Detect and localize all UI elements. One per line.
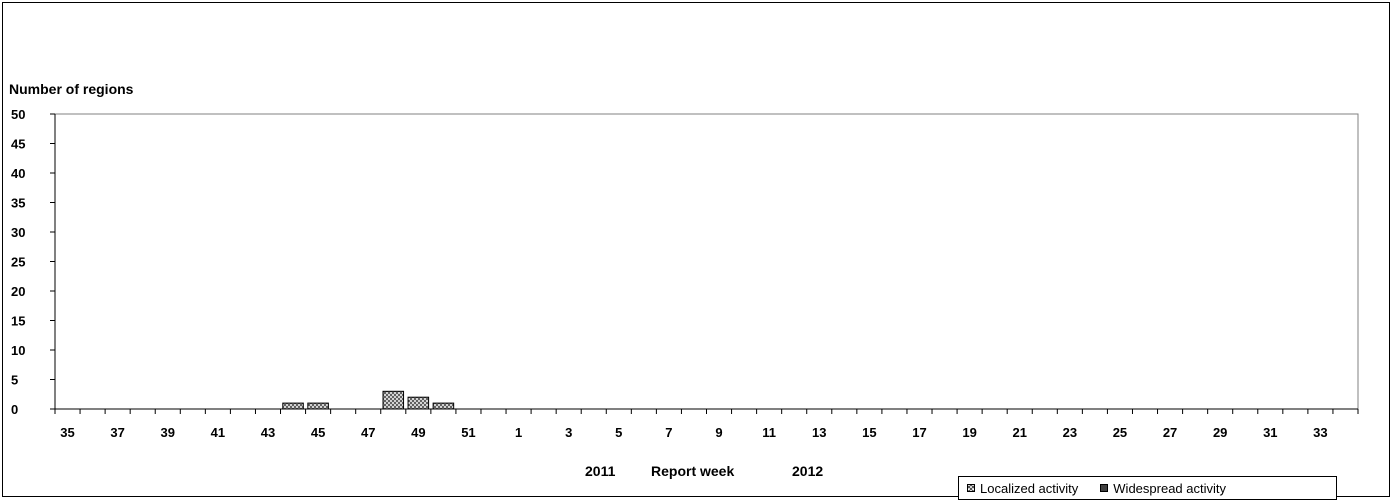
x-tick-label-1: 1 [515, 425, 522, 440]
y-tick-label-35: 35 [11, 196, 25, 211]
y-tick-label-15: 15 [11, 314, 25, 329]
x-tick-label-47: 47 [361, 425, 375, 440]
legend-label-localized: Localized activity [980, 480, 1079, 496]
x-tick-label-31: 31 [1263, 425, 1277, 440]
legend-label-widespread: Widespread activity [1113, 480, 1226, 496]
x-tick-label-45: 45 [311, 425, 325, 440]
x-tick-label-35: 35 [60, 425, 74, 440]
x-tick-label-29: 29 [1213, 425, 1227, 440]
x-tick-label-11: 11 [762, 425, 776, 440]
x-tick-label-27: 27 [1163, 425, 1177, 440]
x-tick-label-9: 9 [715, 425, 722, 440]
x-tick-label-49: 49 [411, 425, 425, 440]
y-tick-label-0: 0 [11, 402, 18, 417]
x-tick-label-15: 15 [862, 425, 876, 440]
legend-item-localized: Localized activity [967, 481, 1078, 496]
x-tick-label-33: 33 [1313, 425, 1327, 440]
bar-localized-week-44 [282, 402, 304, 410]
bar-localized-week-45 [307, 402, 329, 410]
bar-localized-week-49 [407, 396, 430, 410]
x-tick-label-43: 43 [261, 425, 275, 440]
x-tick-label-23: 23 [1063, 425, 1077, 440]
y-tick-label-25: 25 [11, 255, 25, 270]
x-tick-label-5: 5 [615, 425, 622, 440]
x-axis: 35 37 39 41 43 45 47 49 51 1 3 5 7 9 11 13 15 17 19 21 23 25 2… [54, 408, 1359, 440]
widespread-swatch-icon [1100, 484, 1109, 492]
x-tick-label-19: 19 [962, 425, 976, 440]
x-tick-label-17: 17 [912, 425, 926, 440]
y-tick-label-30: 30 [11, 225, 25, 240]
x-tick-label-51: 51 [461, 425, 475, 440]
bars [282, 390, 455, 410]
y-tick-label-40: 40 [11, 166, 25, 181]
plot-area [54, 113, 1359, 410]
y-tick-label-50: 50 [11, 107, 25, 122]
x-tick-label-21: 21 [1012, 425, 1026, 440]
y-tick-label-45: 45 [11, 137, 25, 152]
legend-item-widespread: Widespread activity [1100, 481, 1226, 496]
x-axis-year-start: 2011 [585, 463, 616, 479]
x-tick-label-41: 41 [211, 425, 225, 440]
x-tick-label-3: 3 [565, 425, 572, 440]
bar-localized-week-50 [432, 402, 455, 410]
y-axis-title: Number of regions [9, 81, 134, 97]
plot-border [54, 113, 1359, 410]
x-axis-title: Report week [651, 463, 734, 479]
x-tick-label-39: 39 [161, 425, 175, 440]
x-tick-label-37: 37 [110, 425, 124, 440]
x-axis-year-end: 2012 [792, 463, 823, 479]
y-tick-label-20: 20 [11, 284, 25, 299]
x-axis-title-group: 2011 Report week 2012 [585, 463, 823, 479]
y-axis: 0 5 10 15 20 25 30 35 40 45 50 [11, 107, 56, 417]
y-tick-label-5: 5 [11, 373, 18, 388]
bar-localized-week-48 [382, 390, 405, 410]
localized-swatch-icon [967, 484, 975, 492]
x-tick-label-25: 25 [1113, 425, 1127, 440]
y-tick-label-10: 10 [11, 343, 25, 358]
x-tick-label-13: 13 [812, 425, 826, 440]
legend: Localized activity Widespread activity [958, 476, 1337, 500]
x-tick-label-7: 7 [665, 425, 672, 440]
